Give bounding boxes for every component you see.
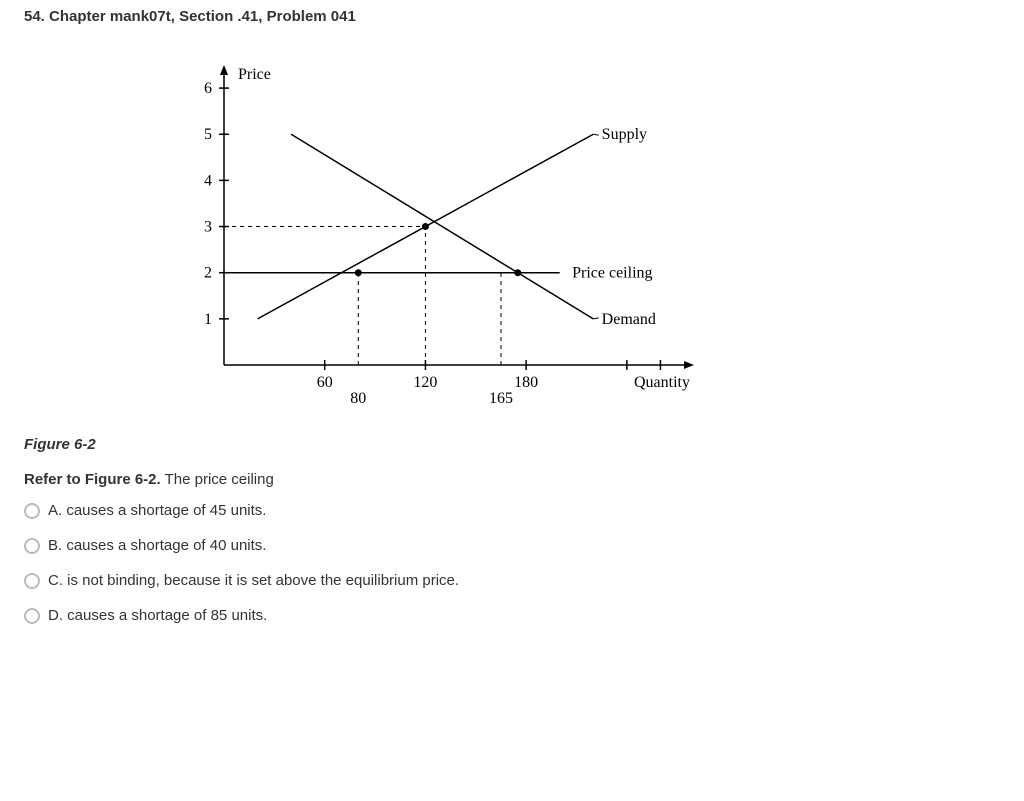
svg-text:60: 60 <box>317 374 333 391</box>
option-C: C. is not binding, because it is set abo… <box>24 572 1000 589</box>
stem-rest: The price ceiling <box>161 471 274 488</box>
svg-text:80: 80 <box>350 390 366 407</box>
svg-text:2: 2 <box>204 265 212 282</box>
option-label: C. is not binding, because it is set abo… <box>48 572 459 589</box>
figure-6-2: 1 2 3 4 5 6 60 120 180 80 165 Price Quantity Supply De… <box>164 45 1000 428</box>
radio-option-D[interactable] <box>24 608 40 624</box>
svg-text:1: 1 <box>204 311 212 328</box>
svg-text:180: 180 <box>514 374 538 391</box>
svg-text:165: 165 <box>489 390 513 407</box>
option-B: B. causes a shortage of 40 units. <box>24 537 1000 554</box>
option-A: A. causes a shortage of 45 units. <box>24 502 1000 519</box>
svg-text:3: 3 <box>204 219 212 236</box>
option-label: A. causes a shortage of 45 units. <box>48 502 266 519</box>
svg-text:Quantity: Quantity <box>634 374 690 391</box>
answer-options: A. causes a shortage of 45 units. B. caus… <box>24 502 1000 624</box>
radio-option-C[interactable] <box>24 573 40 589</box>
question-stem: Refer to Figure 6-2. The price ceiling <box>24 471 1000 488</box>
svg-text:4: 4 <box>204 172 212 189</box>
option-label: B. causes a shortage of 40 units. <box>48 537 266 554</box>
svg-text:Price ceiling: Price ceiling <box>572 265 652 282</box>
supply-demand-chart: 1 2 3 4 5 6 60 120 180 80 165 Price Quantity Supply De… <box>164 45 724 425</box>
radio-option-B[interactable] <box>24 538 40 554</box>
question-number: 54. <box>24 8 45 25</box>
svg-text:Supply: Supply <box>602 126 647 143</box>
svg-text:Demand: Demand <box>602 311 656 328</box>
question-header: 54. Chapter mank07t, Section .41, Proble… <box>24 8 1000 25</box>
radio-option-A[interactable] <box>24 503 40 519</box>
svg-text:Price: Price <box>238 66 271 83</box>
stem-bold: Refer to Figure 6-2. <box>24 471 161 488</box>
svg-text:6: 6 <box>204 80 212 97</box>
option-D: D. causes a shortage of 85 units. <box>24 607 1000 624</box>
question-title: Chapter mank07t, Section .41, Problem 04… <box>49 8 356 25</box>
option-label: D. causes a shortage of 85 units. <box>48 607 267 624</box>
svg-text:5: 5 <box>204 126 212 143</box>
svg-text:120: 120 <box>413 374 437 391</box>
figure-label: Figure 6-2 <box>24 436 1000 453</box>
